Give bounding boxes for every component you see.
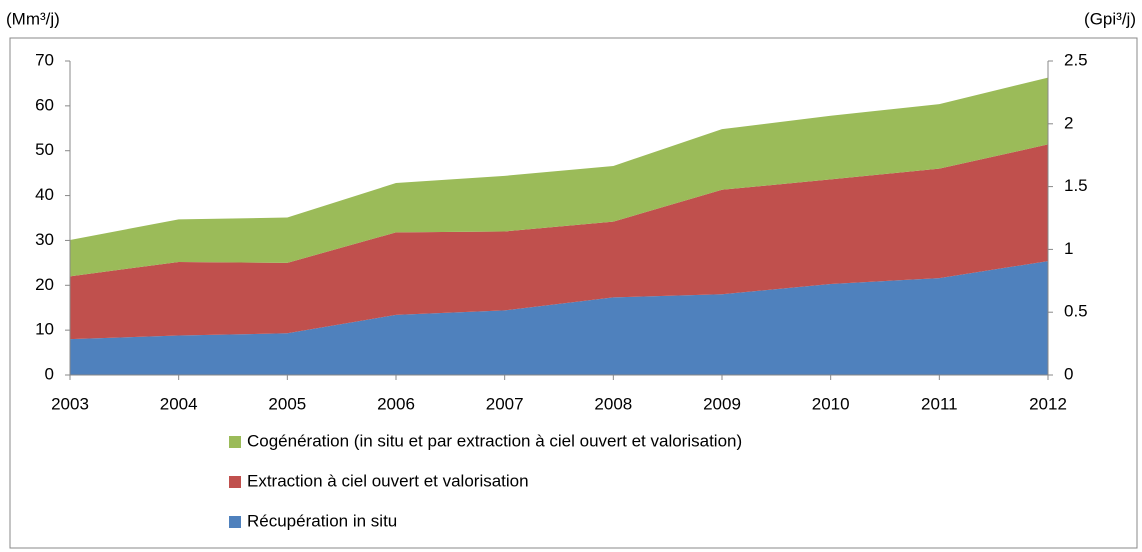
area <box>70 77 1048 277</box>
y-tick-label: 40 <box>35 185 54 204</box>
x-tick-label: 2009 <box>703 394 741 413</box>
y-tick-label: 30 <box>35 230 54 249</box>
x-tick-label: 2010 <box>812 394 850 413</box>
legend-label: Récupération in situ <box>247 511 397 530</box>
y2-tick-label: 2.5 <box>1064 50 1088 69</box>
x-tick-label: 2012 <box>1029 394 1067 413</box>
x-tick-label: 2003 <box>51 394 89 413</box>
legend-label: Extraction à ciel ouvert et valorisation <box>247 471 529 490</box>
y-tick-label: 20 <box>35 275 54 294</box>
x-tick-label: 2004 <box>160 394 198 413</box>
x-tick-label: 2006 <box>377 394 415 413</box>
x-tick-label: 2007 <box>486 394 524 413</box>
y2-tick-label: 0 <box>1064 364 1073 383</box>
y2-tick-label: 0.5 <box>1064 302 1088 321</box>
y2-tick-label: 1.5 <box>1064 176 1088 195</box>
legend-swatch <box>229 436 241 448</box>
legend-swatch <box>229 476 241 488</box>
legend-label: Cogénération (in situ et par extraction … <box>247 431 742 450</box>
y-tick-label: 50 <box>35 140 54 159</box>
x-tick-label: 2011 <box>921 394 958 413</box>
legend-swatch <box>229 516 241 528</box>
area <box>70 144 1048 340</box>
x-tick-label: 2008 <box>594 394 632 413</box>
y2-tick-label: 2 <box>1064 113 1073 132</box>
y-tick-label: 0 <box>45 364 54 383</box>
area <box>70 261 1048 375</box>
y-tick-label: 60 <box>35 95 54 114</box>
y-tick-label: 70 <box>35 50 54 69</box>
x-tick-label: 2005 <box>268 394 306 413</box>
y-tick-label: 10 <box>35 320 54 339</box>
y2-axis-label: (Gpi³/j) <box>1084 9 1136 28</box>
y2-tick-label: 1 <box>1064 239 1073 258</box>
y-axis-label: (Mm³/j) <box>6 9 60 28</box>
